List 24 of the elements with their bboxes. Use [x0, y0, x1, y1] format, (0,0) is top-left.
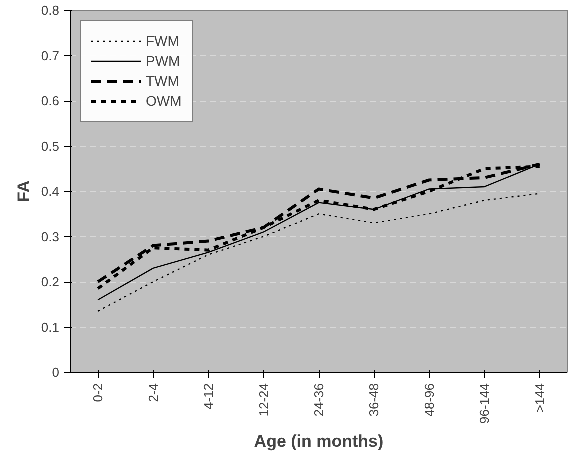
legend-label: FWM — [146, 33, 180, 49]
y-tick-label: 0.6 — [41, 94, 60, 108]
y-axis-title: FA — [14, 180, 34, 202]
legend-label: OWM — [146, 93, 182, 109]
x-tick-label: 96-144 — [477, 383, 492, 424]
x-tick-label: 4-12 — [201, 383, 216, 410]
y-tick-label: 0 — [52, 365, 60, 380]
x-tick-label: 0-2 — [90, 383, 106, 402]
y-tick-label: 0.8 — [41, 3, 60, 18]
x-tick-label: 48-96 — [422, 384, 437, 417]
y-tick-label: 0.4 — [41, 184, 60, 199]
legend-label: PWM — [146, 53, 180, 69]
y-tick-label: 0.7 — [41, 48, 60, 64]
x-tick-label: 36-48 — [366, 384, 382, 417]
legend-label: TWM — [146, 73, 180, 89]
x-tick-label: 12-24 — [256, 384, 272, 417]
y-tick-label: 0.5 — [41, 138, 60, 154]
y-tick-label: 0.3 — [41, 229, 60, 244]
x-axis-title: Age (in months) — [254, 432, 384, 451]
x-tick-label: 2-4 — [146, 383, 161, 402]
x-tick-label: 24-36 — [312, 384, 326, 417]
x-tick-label: >144 — [532, 383, 548, 413]
y-tick-label: 0.1 — [41, 320, 60, 335]
y-tick-label: 0.2 — [41, 274, 60, 290]
